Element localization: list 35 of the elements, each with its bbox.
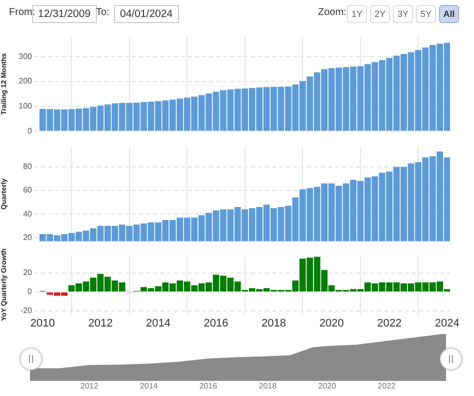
- x-tick-label: 2012: [88, 317, 113, 330]
- y-tick-label: 100: [18, 102, 33, 111]
- y-tick-label: 60: [23, 186, 33, 195]
- y-tick-label: 200: [18, 76, 33, 86]
- text: Zoom:: [318, 6, 346, 20]
- y-tick-label: 0: [28, 287, 33, 296]
- x-tick-label: 2018: [262, 317, 286, 330]
- x-tick-label: 2022: [378, 381, 396, 390]
- y-tick-label: 300: [18, 52, 33, 61]
- y-tick-label: 0: [28, 126, 33, 136]
- x-tick-label: 2020: [319, 317, 344, 330]
- y-tick-label: 20: [23, 232, 33, 242]
- text: 5Y: [416, 5, 436, 23]
- x-tick-label: 2012: [80, 381, 99, 390]
- x-tick-label: 2024: [434, 317, 460, 330]
- x-tick-label: 2016: [199, 381, 218, 390]
- x-tick-label: 2014: [146, 317, 170, 330]
- text: 2Y: [370, 5, 390, 23]
- text: 3Y: [393, 5, 413, 23]
- text: From:: [9, 6, 36, 20]
- y-tick-label: 80: [23, 162, 33, 172]
- x-tick-label: 2018: [258, 381, 278, 390]
- x-tick-label: 2020: [318, 381, 337, 390]
- x-tick-label: 2010: [30, 317, 55, 330]
- y-tick-label: 40: [23, 209, 33, 218]
- x-tick-label: 2016: [204, 317, 228, 330]
- x-tick-label: 2014: [140, 381, 158, 390]
- text: 1Y: [347, 5, 367, 23]
- x-tick-label: 2022: [377, 317, 402, 330]
- y-tick-label: 20: [23, 268, 33, 278]
- text: 12/31/2009: [38, 8, 91, 20]
- text: All: [439, 5, 459, 23]
- y-tick-label: -20: [20, 306, 33, 316]
- text: 04/01/2024: [114, 5, 179, 23]
- text: To:: [96, 6, 110, 20]
